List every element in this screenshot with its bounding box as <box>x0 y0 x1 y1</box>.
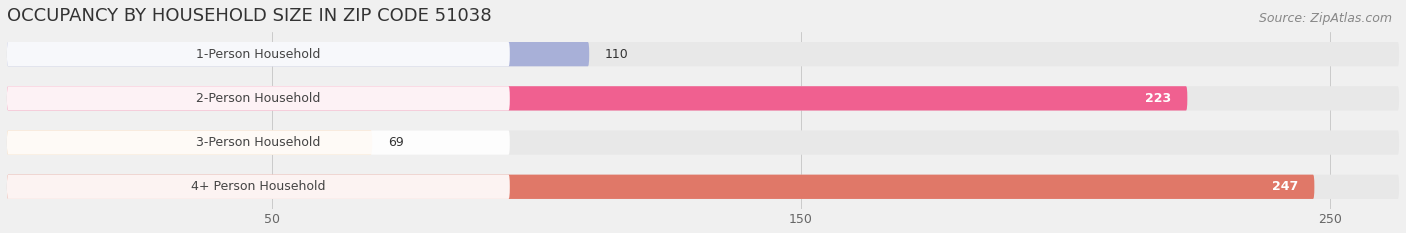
FancyBboxPatch shape <box>7 175 1399 199</box>
Text: Source: ZipAtlas.com: Source: ZipAtlas.com <box>1258 12 1392 25</box>
FancyBboxPatch shape <box>7 175 510 199</box>
Text: 69: 69 <box>388 136 404 149</box>
Text: 2-Person Household: 2-Person Household <box>197 92 321 105</box>
FancyBboxPatch shape <box>7 175 1315 199</box>
FancyBboxPatch shape <box>7 130 510 155</box>
Text: OCCUPANCY BY HOUSEHOLD SIZE IN ZIP CODE 51038: OCCUPANCY BY HOUSEHOLD SIZE IN ZIP CODE … <box>7 7 492 25</box>
FancyBboxPatch shape <box>7 42 510 66</box>
Text: 1-Person Household: 1-Person Household <box>197 48 321 61</box>
FancyBboxPatch shape <box>7 86 510 110</box>
FancyBboxPatch shape <box>7 130 1399 155</box>
FancyBboxPatch shape <box>7 86 1399 110</box>
FancyBboxPatch shape <box>7 130 373 155</box>
Text: 223: 223 <box>1146 92 1171 105</box>
Text: 4+ Person Household: 4+ Person Household <box>191 180 326 193</box>
FancyBboxPatch shape <box>7 86 1187 110</box>
FancyBboxPatch shape <box>7 42 1399 66</box>
Text: 247: 247 <box>1272 180 1299 193</box>
FancyBboxPatch shape <box>7 42 589 66</box>
Text: 3-Person Household: 3-Person Household <box>197 136 321 149</box>
Text: 110: 110 <box>605 48 628 61</box>
